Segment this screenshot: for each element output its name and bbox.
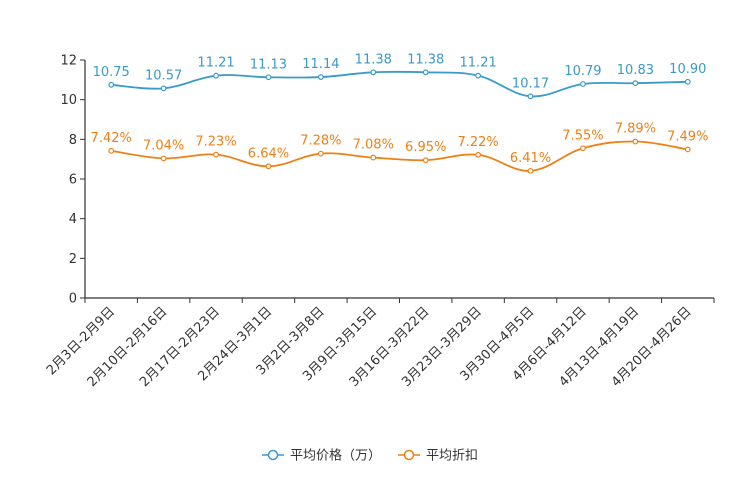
data-point[interactable] bbox=[370, 154, 377, 161]
data-point[interactable] bbox=[475, 72, 482, 79]
series-2: 7.42% 7.04% 7.23% 6.64% 7.28% 7.08% 6.95% 7.22%… bbox=[91, 122, 708, 174]
data-label: 10.75 bbox=[93, 65, 130, 80]
series-line bbox=[111, 70, 688, 98]
data-point[interactable] bbox=[684, 78, 691, 85]
data-point[interactable] bbox=[527, 93, 534, 100]
data-point[interactable] bbox=[684, 146, 691, 153]
data-point[interactable] bbox=[265, 163, 272, 170]
data-label: 10.90 bbox=[669, 62, 706, 77]
data-label: 7.04% bbox=[143, 138, 184, 153]
data-label: 6.64% bbox=[248, 146, 289, 161]
data-point[interactable] bbox=[632, 80, 639, 87]
legend-item-2[interactable]: 平均折扣 bbox=[398, 449, 478, 464]
data-label: 7.28% bbox=[300, 134, 341, 149]
legend-item-1[interactable]: 平均价格（万） bbox=[262, 448, 381, 464]
data-label: 7.23% bbox=[195, 135, 236, 150]
data-point[interactable] bbox=[422, 157, 429, 164]
data-label: 7.89% bbox=[615, 122, 656, 137]
data-point[interactable] bbox=[475, 151, 482, 158]
legend-label: 平均价格（万） bbox=[290, 448, 381, 464]
data-label: 7.42% bbox=[91, 131, 132, 146]
series-line bbox=[111, 140, 688, 172]
data-label: 6.41% bbox=[510, 151, 551, 166]
data-label: 10.83 bbox=[617, 63, 654, 78]
data-label: 11.14 bbox=[302, 57, 339, 72]
data-label: 10.17 bbox=[512, 76, 549, 91]
data-point[interactable] bbox=[317, 150, 324, 157]
data-label: 6.95% bbox=[405, 140, 446, 155]
y-tick-label: 12 bbox=[60, 54, 77, 69]
legend[interactable]: 平均价格（万） 平均折扣 bbox=[262, 448, 478, 464]
data-label: 7.08% bbox=[353, 138, 394, 153]
series-layer: 10.75 10.57 11.21 11.13 11.14 11.38 11.38 11.21… bbox=[91, 52, 708, 174]
data-point[interactable] bbox=[370, 69, 377, 76]
series-1: 10.75 10.57 11.21 11.13 11.14 11.38 11.38 11.21… bbox=[93, 52, 706, 100]
data-point[interactable] bbox=[632, 138, 639, 145]
data-point[interactable] bbox=[422, 69, 429, 76]
data-label: 7.55% bbox=[562, 128, 603, 143]
y-tick-label: 10 bbox=[60, 93, 77, 108]
axes: 0246810122月3日-2月9日2月10日-2月16日2月17日-2月23日… bbox=[44, 54, 715, 390]
data-label: 11.21 bbox=[460, 56, 497, 71]
data-point[interactable] bbox=[265, 74, 272, 81]
y-tick-label: 4 bbox=[69, 212, 77, 227]
data-point[interactable] bbox=[160, 155, 167, 162]
data-label: 7.22% bbox=[457, 135, 498, 150]
data-label: 10.57 bbox=[145, 68, 182, 83]
y-tick-label: 2 bbox=[69, 252, 77, 267]
data-point[interactable] bbox=[160, 85, 167, 92]
data-label: 11.13 bbox=[250, 57, 287, 72]
y-tick-label: 0 bbox=[69, 292, 77, 307]
y-tick-label: 8 bbox=[69, 133, 77, 148]
data-label: 11.38 bbox=[355, 52, 392, 67]
data-point[interactable] bbox=[580, 145, 586, 152]
data-point[interactable] bbox=[527, 167, 534, 174]
y-tick-label: 6 bbox=[69, 173, 77, 188]
data-point[interactable] bbox=[108, 81, 115, 88]
data-point[interactable] bbox=[213, 72, 219, 79]
data-point[interactable] bbox=[213, 151, 219, 158]
legend-swatch-marker bbox=[267, 449, 279, 461]
data-label: 11.21 bbox=[197, 56, 234, 71]
data-point[interactable] bbox=[580, 81, 586, 87]
data-label: 11.38 bbox=[407, 52, 444, 67]
data-label: 10.79 bbox=[564, 64, 601, 79]
legend-label: 平均折扣 bbox=[426, 449, 478, 464]
data-label: 7.49% bbox=[667, 129, 708, 144]
legend-swatch-marker bbox=[403, 449, 415, 461]
data-point[interactable] bbox=[108, 147, 115, 154]
data-point[interactable] bbox=[317, 74, 324, 80]
